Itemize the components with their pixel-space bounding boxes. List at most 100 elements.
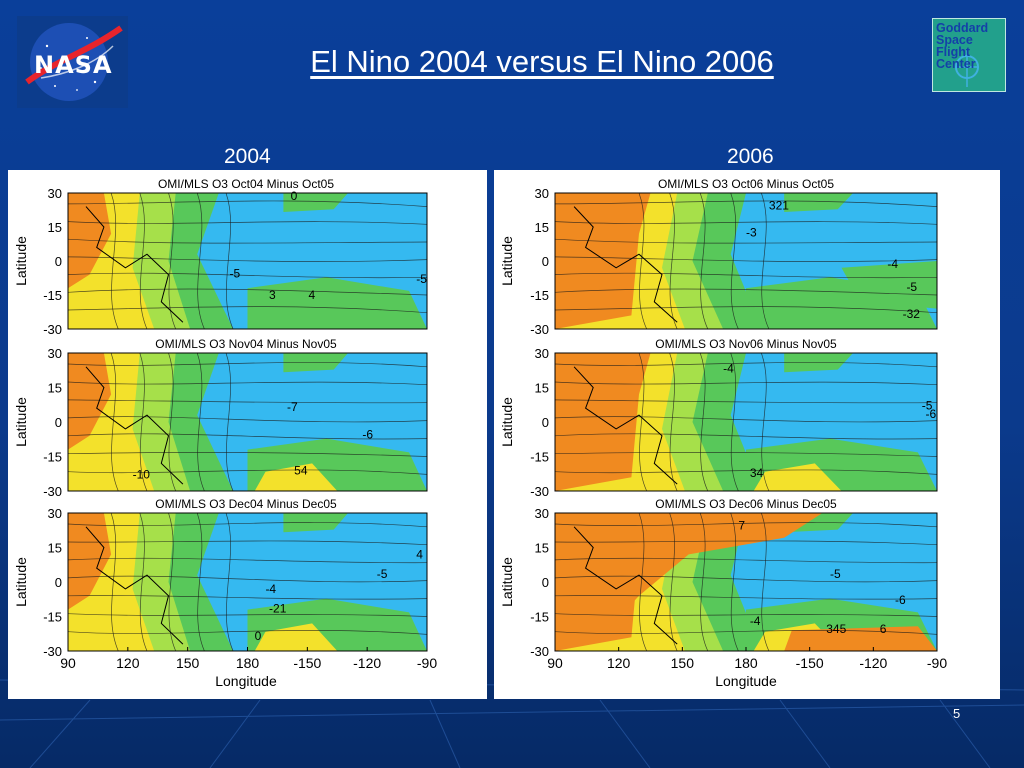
contour-line [225,353,234,491]
lat-tick-label: 30 [48,186,62,201]
slide-title: El Nino 2004 versus El Nino 2006 [310,44,774,79]
contour-label: -21 [269,601,287,615]
ozone-maps-2006: OMI/MLS O3 Oct06 Minus Oct0530150-15-30L… [499,177,947,689]
lat-tick-label: -30 [530,484,549,499]
contour-line [555,630,937,635]
lon-tick-label: 180 [236,655,260,671]
contour-label: 0 [255,629,262,643]
latitude-axis-label: Latitude [499,397,515,447]
contour-line [110,193,119,329]
contour-map-2 [555,353,937,491]
contour-line [555,469,937,475]
region-green-south [247,277,427,329]
lat-tick-label: 15 [535,541,549,556]
contour-label: 321 [769,198,789,212]
lat-tick-label: 0 [542,575,549,590]
contour-line [638,193,648,329]
contour-line [555,238,937,244]
contour-line [555,381,937,386]
contour-line [168,193,177,329]
contour-line [196,193,205,329]
contour-line [68,469,427,475]
lat-tick-label: 30 [535,506,549,521]
contour-label: -6 [926,407,937,421]
contour-label: 345 [826,622,846,636]
contour-line [110,513,119,651]
lat-tick-label: 0 [55,254,62,269]
contour-label: 4 [309,288,316,302]
contour-line [68,630,427,635]
lat-tick-label: 0 [542,254,549,269]
contour-line [555,416,937,423]
contour-line [68,452,427,457]
contour-label: 6 [880,622,887,636]
contour-line [638,353,648,491]
contour-line [669,353,678,491]
contour-label: -4 [265,582,276,596]
contour-line [68,200,427,207]
contour-label: -3 [746,226,757,240]
contour-label: 7 [738,519,745,533]
year-label-2004: 2004 [224,145,271,168]
lon-tick-label: 120 [607,655,631,671]
lon-tick-label: 90 [547,655,563,671]
contour-label: -10 [133,468,151,482]
map-frame [554,352,938,492]
contour-label: -5 [377,567,388,581]
contour-line [760,193,770,329]
lon-tick-label: 150 [176,655,200,671]
contour-map-1 [68,193,427,329]
contour-line [68,557,427,564]
contour-label: -5 [922,399,933,413]
contour-label: -4 [887,257,898,271]
contour-line [68,540,427,546]
lon-tick-label: 150 [671,655,695,671]
contour-line [555,362,937,368]
contour-line [699,353,709,491]
contour-line [555,221,937,225]
contour-line [139,513,148,651]
lon-tick-label: 180 [734,655,758,671]
contour-line [699,193,709,329]
lat-tick-label: 30 [48,506,62,521]
contour-line [555,613,937,617]
contour-label: -5 [416,272,427,286]
lat-tick-label: 15 [48,541,62,556]
map-panel-2004: OMI/MLS O3 Oct04 Minus Oct05 30 15 0 -15 -30 L… [8,170,487,699]
lat-tick-label: 30 [535,346,549,361]
contour-label: 54 [294,463,308,477]
lat-tick-label: -30 [43,322,62,337]
contour-line [555,288,937,296]
longitude-axis-label: Longitude [215,673,277,689]
contour-line [225,513,234,651]
map-title: OMI/MLS O3 Nov06 Minus Nov05 [655,337,837,351]
lat-tick-label: 15 [48,381,62,396]
lon-tick-label: -120 [353,655,381,671]
contour-line [730,193,739,329]
coastline [85,206,184,323]
contour-label: -6 [362,428,373,442]
map-title: OMI/MLS O3 Dec04 Minus Dec05 [155,497,337,511]
contour-line [555,399,937,404]
lat-tick-label: -30 [43,484,62,499]
contour-label: -32 [903,307,921,321]
contour-line [760,353,770,491]
contour-label: -5 [906,280,917,294]
contour-label: 4 [416,548,423,562]
contour-label: -7 [287,400,298,414]
coastline [573,366,678,485]
contour-line [730,513,739,651]
contour-line [68,238,427,244]
map-title: OMI/MLS O3 Dec06 Minus Dec05 [655,497,837,511]
contour-line [110,353,119,491]
contour-label: -5 [830,567,841,581]
contour-label: 34 [750,466,764,480]
contour-line [68,613,427,617]
contour-line [555,540,937,546]
contour-line [730,353,739,491]
lat-tick-label: -15 [530,288,549,303]
contour-line [555,452,937,457]
contour-line [68,362,427,368]
contour-line [555,522,937,528]
contour-label: -5 [230,266,241,280]
